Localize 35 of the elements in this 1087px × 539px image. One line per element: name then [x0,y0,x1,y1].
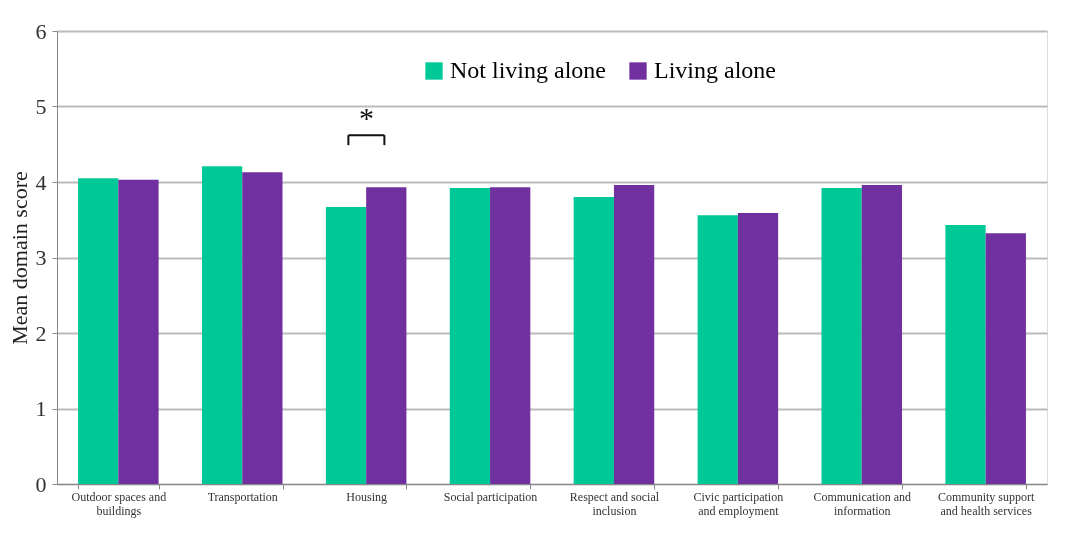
bar [449,188,491,484]
y-tick-label: 6 [35,18,47,44]
bar [201,166,243,484]
legend-label: Not living alone [450,57,606,83]
bar [573,197,614,484]
y-axis-title: Mean domain score [6,171,32,345]
x-tick-label: Communication and information [813,489,912,518]
bar [697,215,738,484]
y-tick-label: 0 [35,471,47,497]
x-tick-label: Social participation [443,489,538,504]
bar [613,185,655,484]
x-tick-label: Housing [346,489,387,504]
legend-label: Living alone [654,57,776,83]
y-tick-label: 4 [35,169,47,195]
y-tick-label: 3 [35,245,47,270]
bar [821,188,862,484]
x-tick-label: Community support and health services [938,489,1035,518]
x-tick-label: Respect and social inclusion [569,489,660,518]
bar [118,179,159,484]
bar [242,172,283,484]
bar [985,233,1026,484]
bar [861,185,903,484]
y-tick-label: 5 [35,94,47,119]
bar [945,225,986,484]
annotation: * [358,101,374,135]
bar [490,187,531,484]
x-tick-label: Transportation [207,489,278,504]
y-tick-label: 1 [35,396,47,421]
bar [737,212,779,484]
bar [325,206,367,484]
x-tick-label: Outdoor spaces and buildings [71,489,167,518]
y-tick-label: 2 [35,320,47,346]
bar [78,178,119,484]
bar [366,187,407,484]
x-tick-label: Civic participation and employment [693,489,784,518]
